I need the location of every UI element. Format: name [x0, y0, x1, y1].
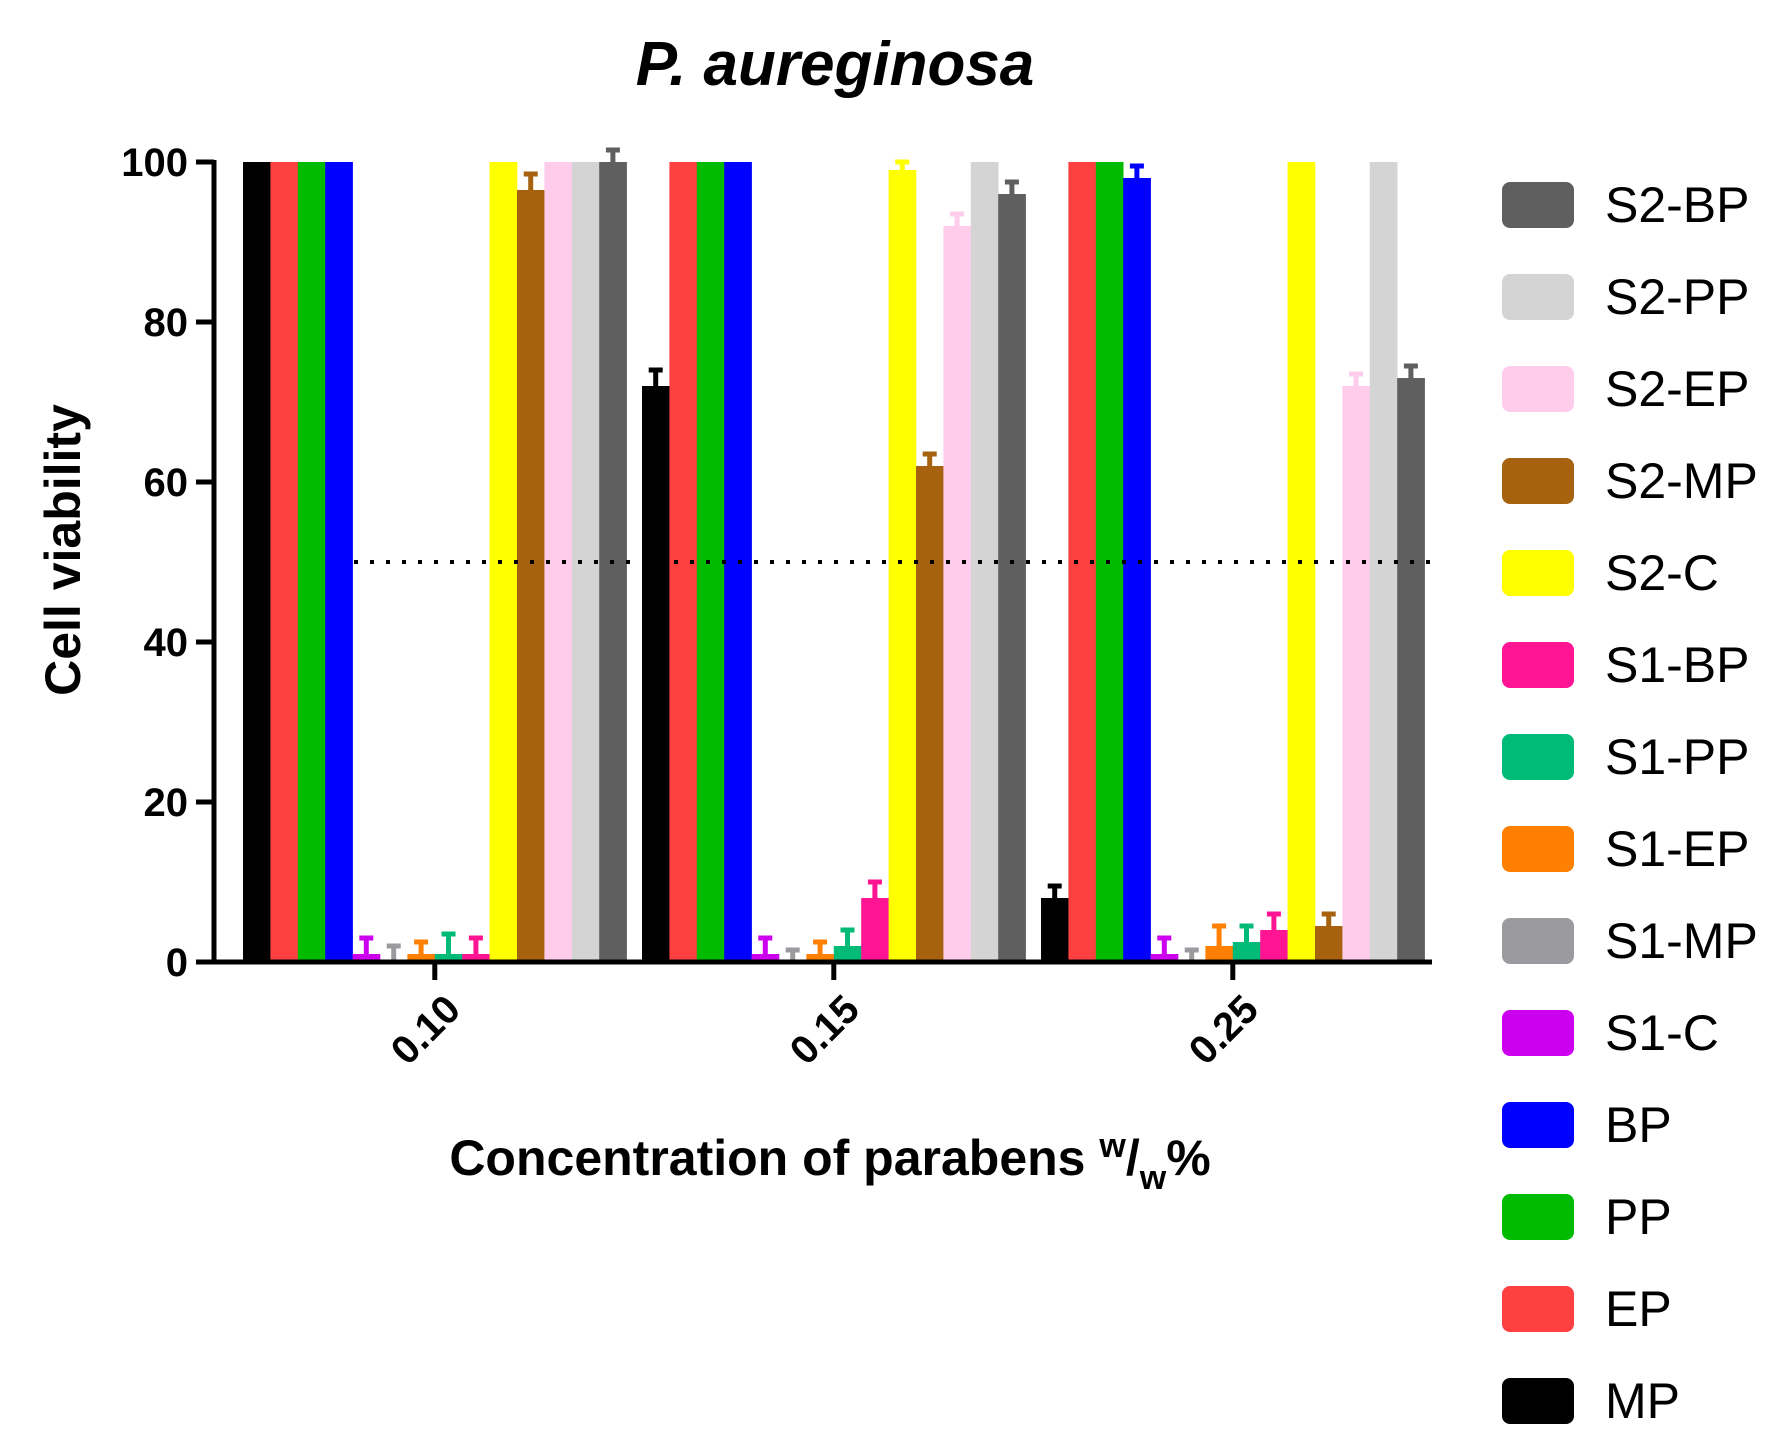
- legend-swatch-s2-mp: [1502, 458, 1574, 504]
- legend-item-s1-bp: S1-BP: [1502, 637, 1750, 693]
- y-tick-label-40: 40: [144, 621, 189, 665]
- error-bars-layer: [359, 147, 1418, 962]
- bar-mp-0_15: [642, 386, 670, 962]
- bar-ep-0_10: [270, 162, 299, 962]
- legend: S2-BP S2-PP S2-EP S2-MP S2-C S1-BP S1-PP S1-EP S…: [1502, 177, 1758, 1429]
- bar-s1-pp-0_15: [833, 946, 862, 962]
- y-axis-label: Cell viability: [35, 404, 91, 696]
- legend-item-bp: BP: [1502, 1097, 1672, 1153]
- y-tick-label-0: 0: [166, 941, 188, 985]
- x-axis-label-sub: w: [1139, 1159, 1167, 1197]
- bar-s2-c-0_10: [489, 162, 518, 962]
- legend-label-s1-pp: S1-PP: [1605, 729, 1750, 785]
- bar-s2-bp-0_15: [998, 194, 1026, 962]
- x-tick-label-0_15: 0.15: [782, 987, 868, 1073]
- bar-s2-mp-0_10: [517, 190, 545, 962]
- y-tick-label-80: 80: [144, 301, 189, 345]
- legend-label-s2-pp: S2-PP: [1605, 269, 1750, 325]
- bar-s1-c-0_25: [1150, 954, 1179, 962]
- x-axis-ticks: 0.10 0.15 0.25: [383, 962, 1267, 1073]
- bar-s1-bp-0_15: [861, 898, 889, 962]
- x-axis-label-sup: w: [1098, 1127, 1126, 1165]
- bar-s2-mp-0_15: [916, 466, 944, 962]
- legend-swatch-s1-pp: [1502, 734, 1574, 780]
- legend-swatch-s2-bp: [1502, 182, 1574, 228]
- legend-label-pp: PP: [1605, 1189, 1672, 1245]
- legend-label-mp: MP: [1605, 1373, 1680, 1429]
- x-axis-label-main: Concentration of parabens: [449, 1130, 1099, 1186]
- bar-s1-ep-0_10: [407, 954, 436, 962]
- legend-item-pp: PP: [1502, 1189, 1672, 1245]
- bar-s2-ep-0_15: [943, 226, 972, 962]
- legend-item-ep: EP: [1502, 1281, 1672, 1337]
- bar-s2-mp-0_25: [1315, 926, 1343, 962]
- legend-item-s2-c: S2-C: [1502, 545, 1719, 601]
- bar-bp-0_25: [1123, 178, 1151, 962]
- y-tick-label-20: 20: [144, 781, 189, 825]
- legend-item-s2-bp: S2-BP: [1502, 177, 1750, 233]
- legend-label-s1-bp: S1-BP: [1605, 637, 1750, 693]
- bar-s1-ep-0_15: [806, 954, 835, 962]
- bar-s2-ep-0_25: [1342, 386, 1371, 962]
- legend-swatch-s2-c: [1502, 550, 1574, 596]
- legend-swatch-s2-ep: [1502, 366, 1574, 412]
- y-tick-label-60: 60: [144, 461, 189, 505]
- legend-label-bp: BP: [1605, 1097, 1672, 1153]
- legend-swatch-bp: [1502, 1102, 1574, 1148]
- bar-s2-bp-0_25: [1397, 378, 1425, 962]
- bar-s1-bp-0_25: [1260, 930, 1288, 962]
- legend-swatch-mp: [1502, 1378, 1574, 1424]
- legend-label-s2-c: S2-C: [1605, 545, 1719, 601]
- legend-label-s2-bp: S2-BP: [1605, 177, 1750, 233]
- legend-item-s1-ep: S1-EP: [1502, 821, 1750, 877]
- y-axis-ticks: 0 20 40 60 80 100: [121, 141, 214, 985]
- bar-mp-0_25: [1041, 898, 1069, 962]
- x-tick-label-0_10: 0.10: [383, 987, 469, 1073]
- legend-item-s1-pp: S1-PP: [1502, 729, 1750, 785]
- bar-s1-c-0_10: [352, 954, 381, 962]
- x-axis-label-slash: /: [1126, 1130, 1140, 1186]
- bar-s1-pp-0_25: [1232, 942, 1261, 962]
- x-tick-label-0_25: 0.25: [1181, 987, 1267, 1073]
- legend-swatch-pp: [1502, 1194, 1574, 1240]
- legend-label-s2-ep: S2-EP: [1605, 361, 1750, 417]
- bar-bp-0_10: [325, 162, 353, 962]
- bar-s1-bp-0_10: [462, 954, 490, 962]
- legend-item-s1-mp: S1-MP: [1502, 913, 1758, 969]
- y-tick-label-100: 100: [121, 141, 188, 185]
- legend-swatch-ep: [1502, 1286, 1574, 1332]
- legend-label-s1-mp: S1-MP: [1605, 913, 1758, 969]
- legend-swatch-s1-c: [1502, 1010, 1574, 1056]
- legend-item-mp: MP: [1502, 1373, 1680, 1429]
- x-axis-label: Concentration of parabens w/w%: [449, 1127, 1210, 1197]
- legend-swatch-s1-mp: [1502, 918, 1574, 964]
- bar-s2-pp-0_25: [1369, 162, 1398, 962]
- bar-s2-c-0_15: [888, 170, 917, 962]
- legend-swatch-s1-ep: [1502, 826, 1574, 872]
- legend-swatch-s1-bp: [1502, 642, 1574, 688]
- legend-label-s1-ep: S1-EP: [1605, 821, 1750, 877]
- legend-item-s2-pp: S2-PP: [1502, 269, 1750, 325]
- legend-label-s1-c: S1-C: [1605, 1005, 1719, 1061]
- legend-item-s2-ep: S2-EP: [1502, 361, 1750, 417]
- legend-item-s2-mp: S2-MP: [1502, 453, 1758, 509]
- bar-pp-0_10: [297, 162, 326, 962]
- bar-s1-ep-0_25: [1205, 946, 1234, 962]
- legend-label-s2-mp: S2-MP: [1605, 453, 1758, 509]
- bar-pp-0_15: [696, 162, 725, 962]
- legend-swatch-s2-pp: [1502, 274, 1574, 320]
- x-axis-label-suffix: %: [1166, 1130, 1210, 1186]
- legend-item-s1-c: S1-C: [1502, 1005, 1719, 1061]
- chart-title: P. aureginosa: [636, 30, 1035, 99]
- bar-s1-pp-0_10: [434, 954, 463, 962]
- bar-s1-c-0_15: [751, 954, 780, 962]
- bar-s2-pp-0_15: [970, 162, 999, 962]
- bar-mp-0_10: [243, 162, 271, 962]
- legend-label-ep: EP: [1605, 1281, 1672, 1337]
